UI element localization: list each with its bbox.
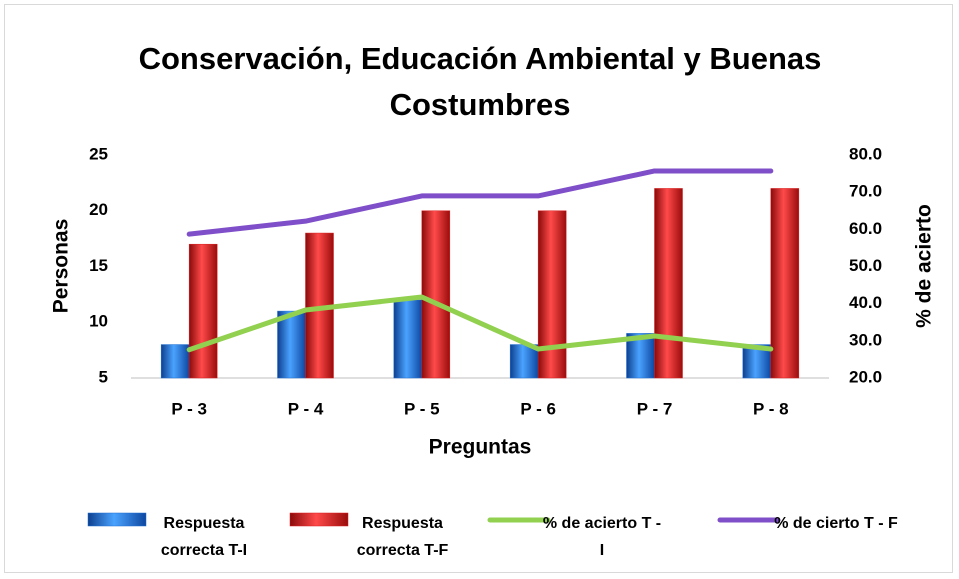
y-tick-label: 5 <box>99 367 108 386</box>
legend-label: % de cierto T - F <box>774 515 898 532</box>
y2-tick-label: 50.0 <box>849 256 882 275</box>
y-tick-label: 15 <box>89 256 108 275</box>
bar <box>188 243 218 379</box>
y2-tick-label: 40.0 <box>849 293 882 312</box>
bar <box>770 188 800 379</box>
y2-tick-label: 80.0 <box>849 144 882 163</box>
y2-axis-title: % de acierto <box>913 204 936 328</box>
legend-label: % de acierto T - I <box>542 515 662 559</box>
y-tick-label: 25 <box>89 144 108 163</box>
x-tick-label: P - 7 <box>637 399 673 418</box>
y2-tick-label: 70.0 <box>849 182 882 201</box>
y-tick-label: 20 <box>89 200 108 219</box>
line-series <box>186 294 774 353</box>
x-tick-label: P - 8 <box>753 399 789 418</box>
bar <box>160 344 190 379</box>
x-axis-title: Preguntas <box>429 436 532 459</box>
y-tick-label: 10 <box>89 312 108 331</box>
x-tick-label: P - 3 <box>171 399 207 418</box>
bar <box>393 299 423 379</box>
legend-swatch <box>289 512 349 527</box>
bar <box>654 188 683 379</box>
x-tick-label: P - 5 <box>404 399 440 418</box>
y2-tick-label: 30.0 <box>849 330 882 349</box>
y2-tick-label: 60.0 <box>849 219 882 238</box>
y2-tick-label: 20.0 <box>849 367 882 386</box>
bar <box>509 344 539 379</box>
bar <box>277 310 306 379</box>
chart-frame <box>4 4 953 573</box>
line-series <box>186 168 774 237</box>
x-tick-label: P - 6 <box>520 399 556 418</box>
x-tick-label: P - 4 <box>288 399 324 418</box>
bar <box>537 210 567 379</box>
legend-label: Respuesta correcta T-I <box>160 515 248 559</box>
chart-title: Conservación, Educación Ambiental y Buen… <box>138 41 822 122</box>
y-axis-title: Personas <box>50 219 73 314</box>
legend-swatch <box>87 512 147 527</box>
bar <box>421 210 451 379</box>
legend-label: Respuesta correcta T-F <box>356 515 449 559</box>
